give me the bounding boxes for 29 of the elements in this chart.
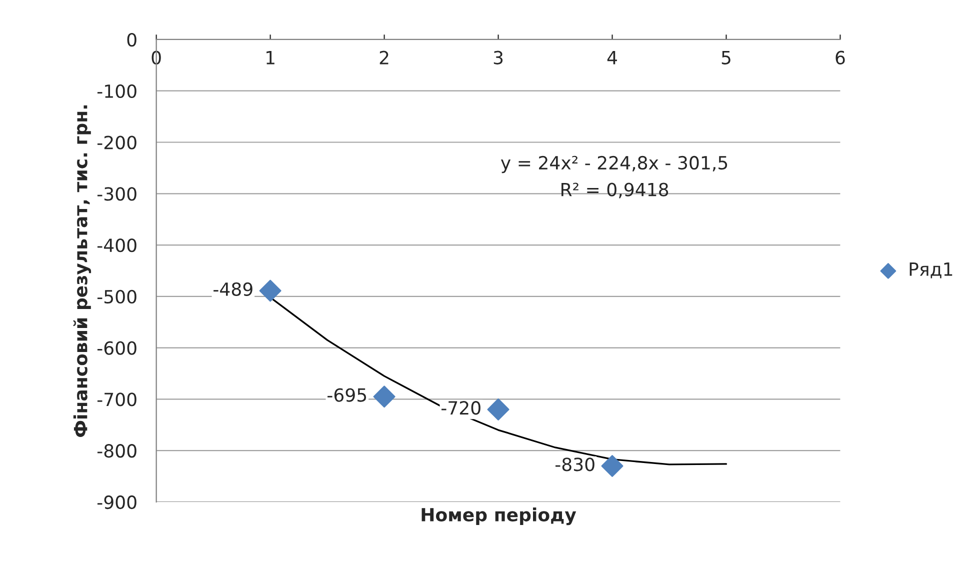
x-tick-label: 5 bbox=[722, 51, 730, 64]
x-tick-label: 4 bbox=[607, 51, 617, 64]
x-tick-label: 1 bbox=[266, 51, 274, 64]
x-axis-title: Номер періоду bbox=[422, 508, 576, 526]
data-label: -720 bbox=[442, 401, 480, 415]
x-tick-label: 3 bbox=[494, 50, 503, 64]
point bbox=[487, 398, 510, 420]
data-label: -695 bbox=[328, 388, 366, 402]
y-tick-label: -700 bbox=[97, 392, 136, 406]
y-tick-label: 0 bbox=[127, 32, 136, 47]
point bbox=[373, 386, 396, 408]
y-tick-label: -400 bbox=[97, 238, 136, 252]
y-tick-label: -900 bbox=[97, 495, 136, 510]
y-tick-label: -100 bbox=[97, 84, 136, 98]
y-tick-label: -800 bbox=[97, 444, 136, 458]
legend-label: Ряд1 bbox=[910, 262, 952, 278]
x-tick-label: 2 bbox=[380, 50, 388, 64]
point bbox=[601, 454, 624, 477]
y-tick-label: -200 bbox=[97, 136, 136, 150]
y-tick-label: -500 bbox=[97, 290, 136, 304]
data-label: -489 bbox=[214, 282, 252, 296]
y-tick-label: -600 bbox=[97, 341, 136, 355]
annotation: R² = 0,9418 bbox=[562, 182, 668, 198]
y-tick-label: -300 bbox=[97, 187, 136, 201]
x-tick-label: 6 bbox=[836, 50, 845, 64]
y-axis-title: Фінансовий результат, тис. грн. bbox=[73, 105, 92, 437]
data-label: -830 bbox=[555, 458, 594, 472]
annotation: y = 24x² - 224,8x - 301,5 bbox=[500, 156, 728, 174]
point bbox=[259, 280, 282, 302]
